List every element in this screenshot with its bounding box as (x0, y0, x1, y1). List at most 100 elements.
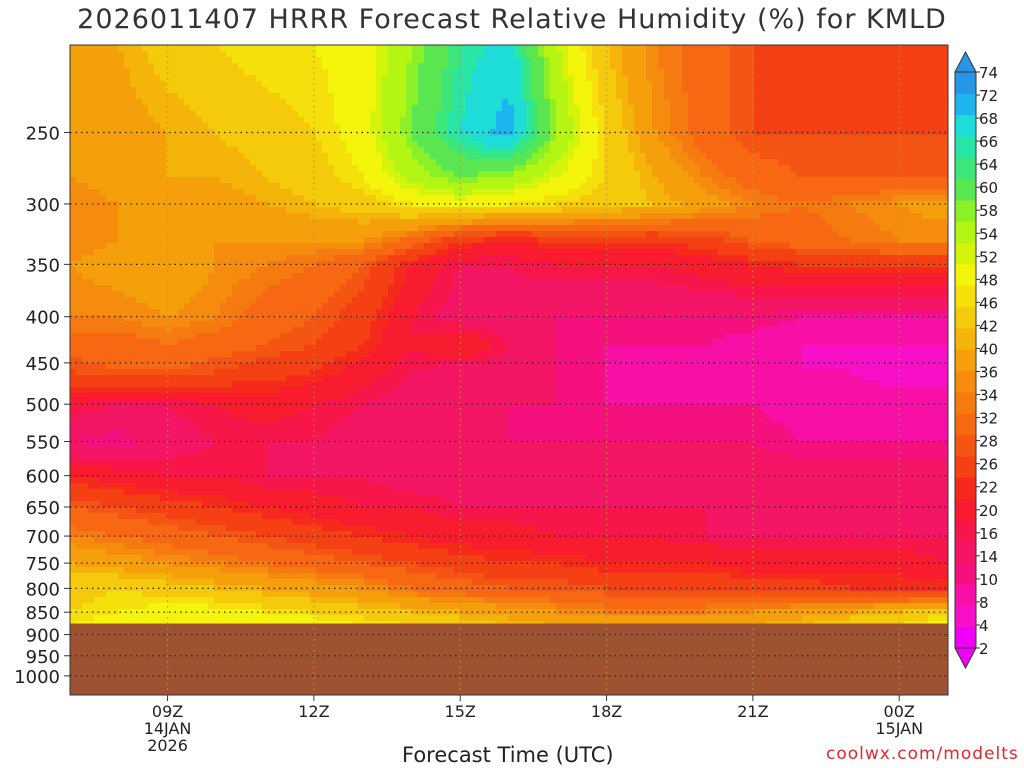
humidity-cell (796, 63, 803, 70)
humidity-cell (832, 177, 839, 184)
humidity-cell (256, 105, 263, 112)
humidity-cell (682, 183, 689, 190)
humidity-cell (136, 153, 143, 160)
humidity-cell (670, 171, 677, 178)
humidity-cell (226, 207, 233, 214)
humidity-cell (448, 183, 455, 190)
humidity-cell (388, 45, 395, 52)
humidity-cell (196, 117, 203, 124)
humidity-cell (310, 171, 317, 178)
humidity-cell (106, 99, 113, 106)
humidity-cell (718, 105, 725, 112)
humidity-cell (916, 225, 923, 232)
humidity-cell (700, 237, 707, 244)
humidity-cell (514, 153, 521, 160)
humidity-cell (472, 237, 479, 244)
humidity-cell (580, 51, 587, 58)
humidity-cell (784, 183, 791, 190)
humidity-cell (142, 141, 149, 148)
humidity-cell (724, 237, 731, 244)
humidity-cell (652, 75, 659, 82)
humidity-cell (718, 213, 725, 220)
humidity-cell (76, 219, 83, 226)
humidity-cell (892, 81, 899, 88)
humidity-cell (262, 213, 269, 220)
humidity-cell (454, 135, 461, 142)
humidity-cell (562, 189, 569, 196)
humidity-cell (604, 57, 611, 64)
humidity-cell (676, 57, 683, 64)
humidity-cell (760, 75, 767, 82)
humidity-cell (916, 165, 923, 172)
humidity-cell (454, 243, 461, 250)
humidity-cell (820, 183, 827, 190)
humidity-cell (712, 69, 719, 76)
humidity-cell (670, 45, 677, 52)
humidity-cell (442, 69, 449, 76)
humidity-cell (586, 123, 593, 130)
humidity-cell (508, 123, 515, 130)
humidity-cell (832, 75, 839, 82)
humidity-cell (448, 147, 455, 154)
humidity-cell (442, 111, 449, 118)
humidity-cell (394, 225, 401, 232)
humidity-cell (712, 165, 719, 172)
humidity-cell (634, 81, 641, 88)
humidity-cell (130, 45, 137, 52)
humidity-cell (76, 135, 83, 142)
humidity-cell (652, 189, 659, 196)
humidity-cell (316, 57, 323, 64)
humidity-cell (856, 123, 863, 130)
humidity-cell (640, 231, 647, 238)
humidity-cell (250, 237, 257, 244)
humidity-cell (916, 129, 923, 136)
humidity-cell (370, 207, 377, 214)
humidity-cell (808, 105, 815, 112)
humidity-cell (226, 159, 233, 166)
humidity-cell (736, 147, 743, 154)
humidity-cell (190, 87, 197, 94)
humidity-cell (364, 183, 371, 190)
humidity-cell (850, 111, 857, 118)
humidity-cell (622, 201, 629, 208)
humidity-cell (934, 87, 941, 94)
humidity-cell (298, 177, 305, 184)
humidity-cell (286, 45, 293, 52)
humidity-cell (232, 123, 239, 130)
humidity-cell (514, 57, 521, 64)
humidity-cell (430, 243, 437, 250)
humidity-cell (478, 225, 485, 232)
humidity-cell (694, 117, 701, 124)
humidity-cell (136, 147, 143, 154)
humidity-cell (304, 111, 311, 118)
humidity-cell (394, 201, 401, 208)
humidity-cell (634, 165, 641, 172)
humidity-cell (382, 243, 389, 250)
humidity-cell (916, 45, 923, 52)
humidity-cell (400, 123, 407, 130)
humidity-cell (502, 195, 509, 202)
humidity-cell (208, 141, 215, 148)
humidity-cell (676, 183, 683, 190)
humidity-cell (946, 141, 949, 148)
humidity-cell (70, 105, 77, 112)
humidity-cell (898, 99, 905, 106)
humidity-cell (142, 201, 149, 208)
humidity-cell (814, 207, 821, 214)
humidity-cell (400, 141, 407, 148)
humidity-cell (268, 213, 275, 220)
humidity-cell (214, 153, 221, 160)
humidity-cell (346, 165, 353, 172)
humidity-cell (148, 189, 155, 196)
humidity-cell (388, 93, 395, 100)
humidity-cell (898, 105, 905, 112)
humidity-cell (562, 99, 569, 106)
humidity-cell (784, 231, 791, 238)
humidity-cell (544, 63, 551, 70)
humidity-cell (634, 45, 641, 52)
humidity-cell (682, 57, 689, 64)
humidity-cell (124, 81, 131, 88)
humidity-cell (688, 117, 695, 124)
humidity-cell (610, 177, 617, 184)
humidity-cell (88, 111, 95, 118)
